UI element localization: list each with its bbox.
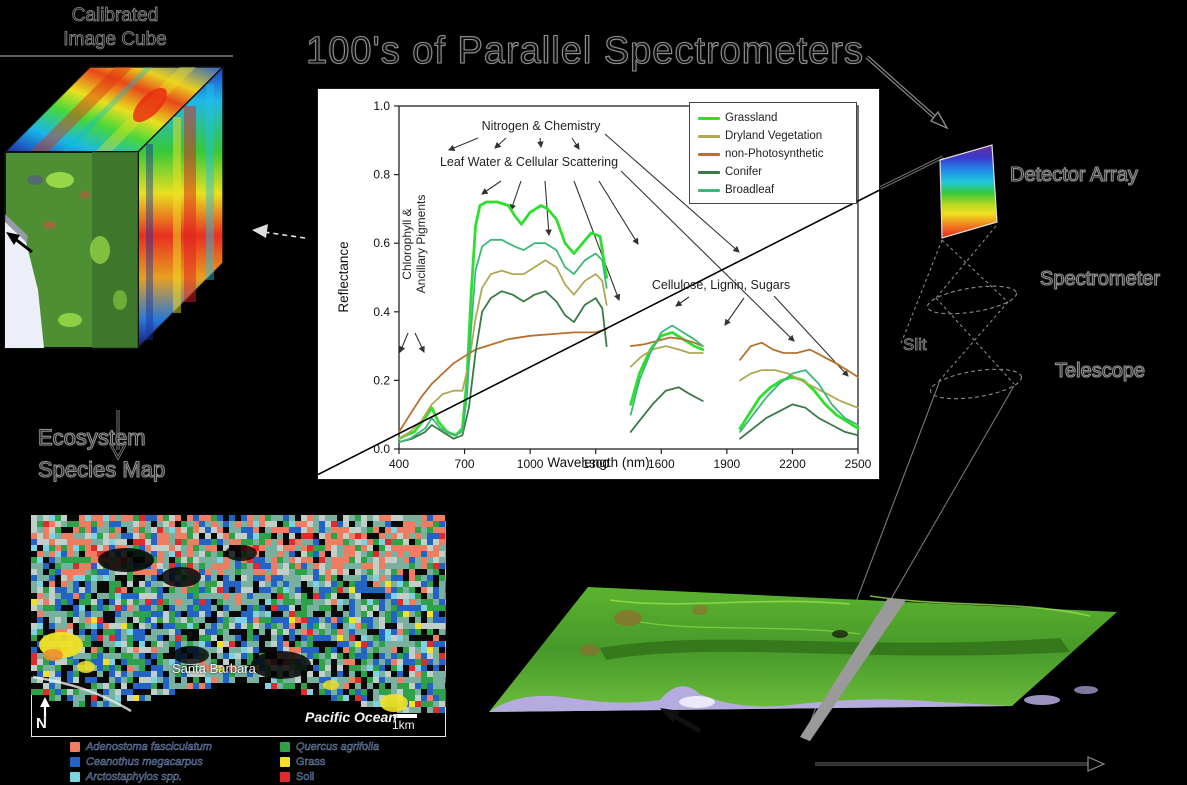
map-legend-item: Adenostoma fasciculatum bbox=[70, 739, 280, 754]
map-legend-label: Arctostaphylos spp. bbox=[86, 770, 183, 783]
map-legend-label: Grass bbox=[296, 755, 326, 768]
legend-label: Grassland bbox=[725, 112, 778, 124]
legend-swatch bbox=[698, 188, 720, 192]
annotation-nitrogen: Nitrogen & Chemistry bbox=[481, 119, 601, 133]
map-legend-item: Soil bbox=[280, 769, 460, 784]
telescope-lens-icon bbox=[929, 368, 1023, 400]
svg-text:1.0: 1.0 bbox=[373, 99, 390, 113]
spectrometer-lens-icon bbox=[926, 285, 1018, 315]
chart-legend: Grassland Dryland Vegetation non-Photosynt… bbox=[689, 102, 857, 204]
chart-legend-item: Broadleaf bbox=[698, 181, 856, 199]
svg-text:0.2: 0.2 bbox=[373, 373, 390, 387]
landscape-graphic bbox=[489, 587, 1117, 772]
chart-legend-item: Dryland Vegetation bbox=[698, 127, 856, 145]
species-legend: Adenostoma fasciculatum Ceanothus megacar… bbox=[70, 739, 460, 784]
map-legend-item: Quercus agrifolia bbox=[280, 739, 460, 754]
map-legend-label: Quercus agrifolia bbox=[296, 740, 380, 753]
map-legend-swatch bbox=[280, 771, 290, 782]
legend-swatch bbox=[698, 152, 720, 156]
svg-text:0.0: 0.0 bbox=[373, 442, 390, 456]
slide-title: 100's of Parallel Spectrometers bbox=[306, 29, 864, 72]
ocean-label: Pacific Ocean bbox=[305, 709, 397, 725]
chart-plot: 400 700 1000 1300 1600 1900 2200 2500 0.0 0.2 0.4 0… bbox=[318, 99, 881, 476]
map-legend-label: Adenostoma fasciculatum bbox=[86, 740, 212, 753]
image-cube-graphic bbox=[3, 65, 225, 350]
cube-coast-arrow-icon bbox=[6, 232, 33, 254]
map-legend-swatch bbox=[70, 771, 80, 782]
chart-legend-item: Conifer bbox=[698, 163, 856, 181]
reflectance-chart: 400 700 1000 1300 1600 1900 2200 2500 0.0 0.2 0.4 0… bbox=[317, 88, 881, 480]
svg-text:0.4: 0.4 bbox=[373, 305, 390, 319]
detector-array-label: Detector Array bbox=[1009, 163, 1138, 186]
annotation-chlorophyll: Chlorophyll & Ancillary Pigments bbox=[400, 154, 436, 334]
map-legend-swatch bbox=[70, 756, 80, 767]
svg-text:0.6: 0.6 bbox=[373, 236, 390, 250]
swath-stripe bbox=[800, 598, 906, 741]
annotation-cellulose: Cellulose, Lignin, Sugars bbox=[651, 278, 791, 292]
ecosystem-label-line2: Species Map bbox=[37, 456, 166, 482]
annotation-chlorophyll-line1: Chlorophyll & bbox=[400, 208, 414, 280]
map-legend-item: Grass bbox=[280, 754, 460, 769]
legend-swatch bbox=[698, 116, 720, 120]
annotation-leaf-water: Leaf Water & Cellular Scattering bbox=[439, 155, 619, 169]
annotation-arrows bbox=[399, 133, 849, 377]
legend-label: Dryland Vegetation bbox=[725, 130, 823, 142]
chart-legend-item: Grassland bbox=[698, 109, 856, 127]
detector-array-graphic bbox=[939, 144, 998, 239]
cube-to-map-arrow-icon bbox=[108, 410, 128, 461]
map-legend-label: Soil bbox=[296, 770, 315, 783]
telescope-label: Telescope bbox=[1054, 359, 1146, 382]
map-legend-swatch bbox=[280, 741, 290, 752]
ecosystem-label-line1: Ecosystem bbox=[37, 424, 146, 450]
svg-text:2500: 2500 bbox=[845, 457, 872, 471]
map-legend-label: Ceanothus megacarpus bbox=[86, 755, 203, 768]
landscape-coast-arrow-icon bbox=[660, 708, 702, 734]
svg-text:1600: 1600 bbox=[648, 457, 675, 471]
legend-swatch bbox=[698, 170, 720, 174]
legend-label: Conifer bbox=[725, 166, 763, 178]
species-map-graphic bbox=[31, 515, 446, 737]
title-to-detector-arrow-icon bbox=[865, 55, 949, 130]
svg-text:1300: 1300 bbox=[582, 457, 609, 471]
flight-direction-arrow-icon bbox=[815, 756, 1106, 772]
scale-bar bbox=[393, 714, 417, 718]
species-map-pixels bbox=[31, 515, 446, 713]
map-legend-item: Arctostaphylos spp. bbox=[70, 769, 280, 784]
cube-label-line1: Calibrated bbox=[71, 5, 159, 27]
svg-text:1000: 1000 bbox=[517, 457, 544, 471]
spectrometer-label: Spectrometer bbox=[1039, 267, 1161, 290]
svg-text:700: 700 bbox=[455, 457, 475, 471]
map-legend-swatch bbox=[70, 741, 80, 752]
scale-label: 1km bbox=[392, 718, 415, 732]
annotation-chlorophyll-line2: Ancillary Pigments bbox=[414, 194, 428, 294]
north-arrow-icon bbox=[40, 697, 50, 722]
legend-swatch bbox=[698, 134, 720, 138]
y-axis-label: Reflectance bbox=[336, 241, 351, 313]
svg-text:400: 400 bbox=[389, 457, 409, 471]
north-label: N bbox=[36, 715, 47, 732]
chart-to-cube-arrow-icon bbox=[252, 224, 306, 239]
slit-ray-line bbox=[879, 155, 944, 190]
map-legend-swatch bbox=[280, 756, 290, 767]
x-axis-label: Wavelength (nm) bbox=[547, 455, 650, 470]
city-label: Santa Barbara bbox=[172, 661, 256, 676]
chart-legend-item: non-Photosynthetic bbox=[698, 145, 856, 163]
slit-label: Slit bbox=[903, 335, 927, 355]
map-legend-item: Ceanothus megacarpus bbox=[70, 754, 280, 769]
legend-label: non-Photosynthetic bbox=[725, 148, 824, 160]
svg-text:1900: 1900 bbox=[714, 457, 741, 471]
legend-label: Broadleaf bbox=[725, 184, 775, 196]
cube-label-line2: Image Cube bbox=[63, 29, 167, 51]
ecosystem-map-label: Ecosystem Species Map bbox=[37, 422, 258, 486]
svg-text:0.8: 0.8 bbox=[373, 168, 390, 182]
cube-label: Calibrated Image Cube bbox=[35, 4, 195, 52]
svg-text:2200: 2200 bbox=[779, 457, 806, 471]
